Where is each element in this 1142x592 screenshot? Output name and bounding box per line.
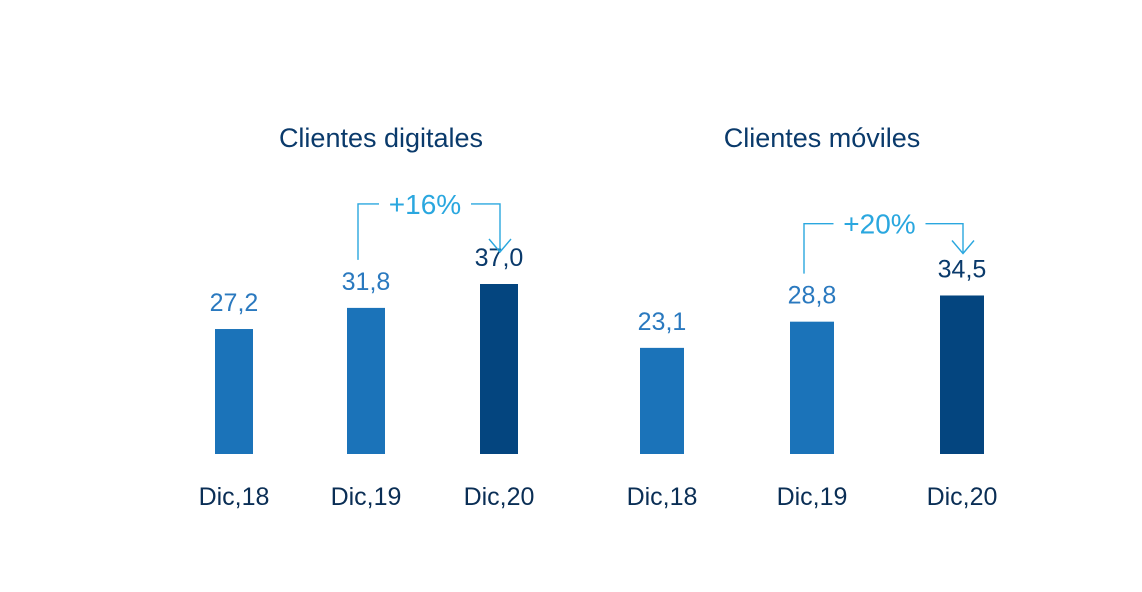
data-label: 34,5 bbox=[938, 255, 987, 283]
chart-panel-clientes-digitales: Clientes digitales 27,2 Dic,18 31,8 Dic,19 3… bbox=[199, 123, 535, 511]
chart-title: Clientes digitales bbox=[279, 123, 483, 153]
growth-label: +16% bbox=[389, 189, 461, 220]
x-tick-label: Dic,18 bbox=[627, 483, 698, 511]
growth-label: +20% bbox=[843, 209, 915, 240]
growth-bracket-left-line bbox=[803, 222, 834, 274]
bar-dic-18 bbox=[215, 329, 253, 454]
growth-bracket bbox=[803, 222, 975, 274]
growth-bracket bbox=[357, 203, 512, 260]
data-label: 31,8 bbox=[342, 268, 391, 296]
bar-dic-20 bbox=[940, 295, 984, 454]
x-tick-label: Dic,19 bbox=[331, 483, 402, 511]
bar-dic-18 bbox=[640, 347, 684, 454]
arrow-down-icon bbox=[488, 238, 512, 254]
x-tick-label: Dic,20 bbox=[927, 483, 998, 511]
data-label: 27,2 bbox=[210, 289, 259, 317]
arrow-down-icon bbox=[951, 240, 975, 255]
chart-title: Clientes móviles bbox=[724, 123, 921, 153]
x-tick-label: Dic,19 bbox=[777, 483, 848, 511]
chart-panel-clientes-moviles: Clientes móviles 23,1 Dic,18 28,8 Dic,19 34,… bbox=[627, 123, 998, 511]
x-tick-label: Dic,20 bbox=[464, 483, 535, 511]
data-label: 28,8 bbox=[788, 282, 837, 310]
data-label: 23,1 bbox=[638, 308, 687, 336]
growth-bracket-right-line bbox=[471, 203, 501, 252]
x-tick-label: Dic,18 bbox=[199, 483, 270, 511]
data-label: 37,0 bbox=[475, 244, 524, 272]
growth-bracket-right-line bbox=[925, 222, 964, 254]
bar-dic-19 bbox=[347, 307, 385, 454]
bar-dic-19 bbox=[790, 321, 834, 454]
bar-dic-20 bbox=[480, 284, 518, 454]
growth-bracket-left-line bbox=[357, 203, 379, 260]
